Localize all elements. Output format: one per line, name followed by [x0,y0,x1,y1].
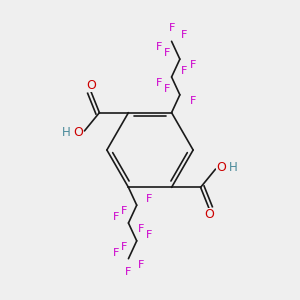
Text: F: F [156,78,162,88]
Text: O: O [204,208,214,221]
Text: F: F [121,206,127,216]
Text: F: F [112,248,119,258]
Text: F: F [168,23,175,33]
Text: F: F [121,242,127,252]
Text: F: F [181,30,188,40]
Text: F: F [125,267,132,277]
Text: F: F [190,96,196,106]
Text: F: F [112,212,119,222]
Text: F: F [138,224,144,234]
Text: O: O [73,126,83,139]
Text: F: F [146,194,153,204]
Text: F: F [146,230,153,240]
Text: F: F [164,84,170,94]
Text: F: F [190,60,196,70]
Text: F: F [138,260,144,270]
Text: O: O [216,161,226,174]
Text: H: H [62,126,70,139]
Text: O: O [86,79,96,92]
Text: F: F [164,48,170,58]
Text: H: H [229,161,237,174]
Text: F: F [181,66,188,76]
Text: F: F [156,42,162,52]
